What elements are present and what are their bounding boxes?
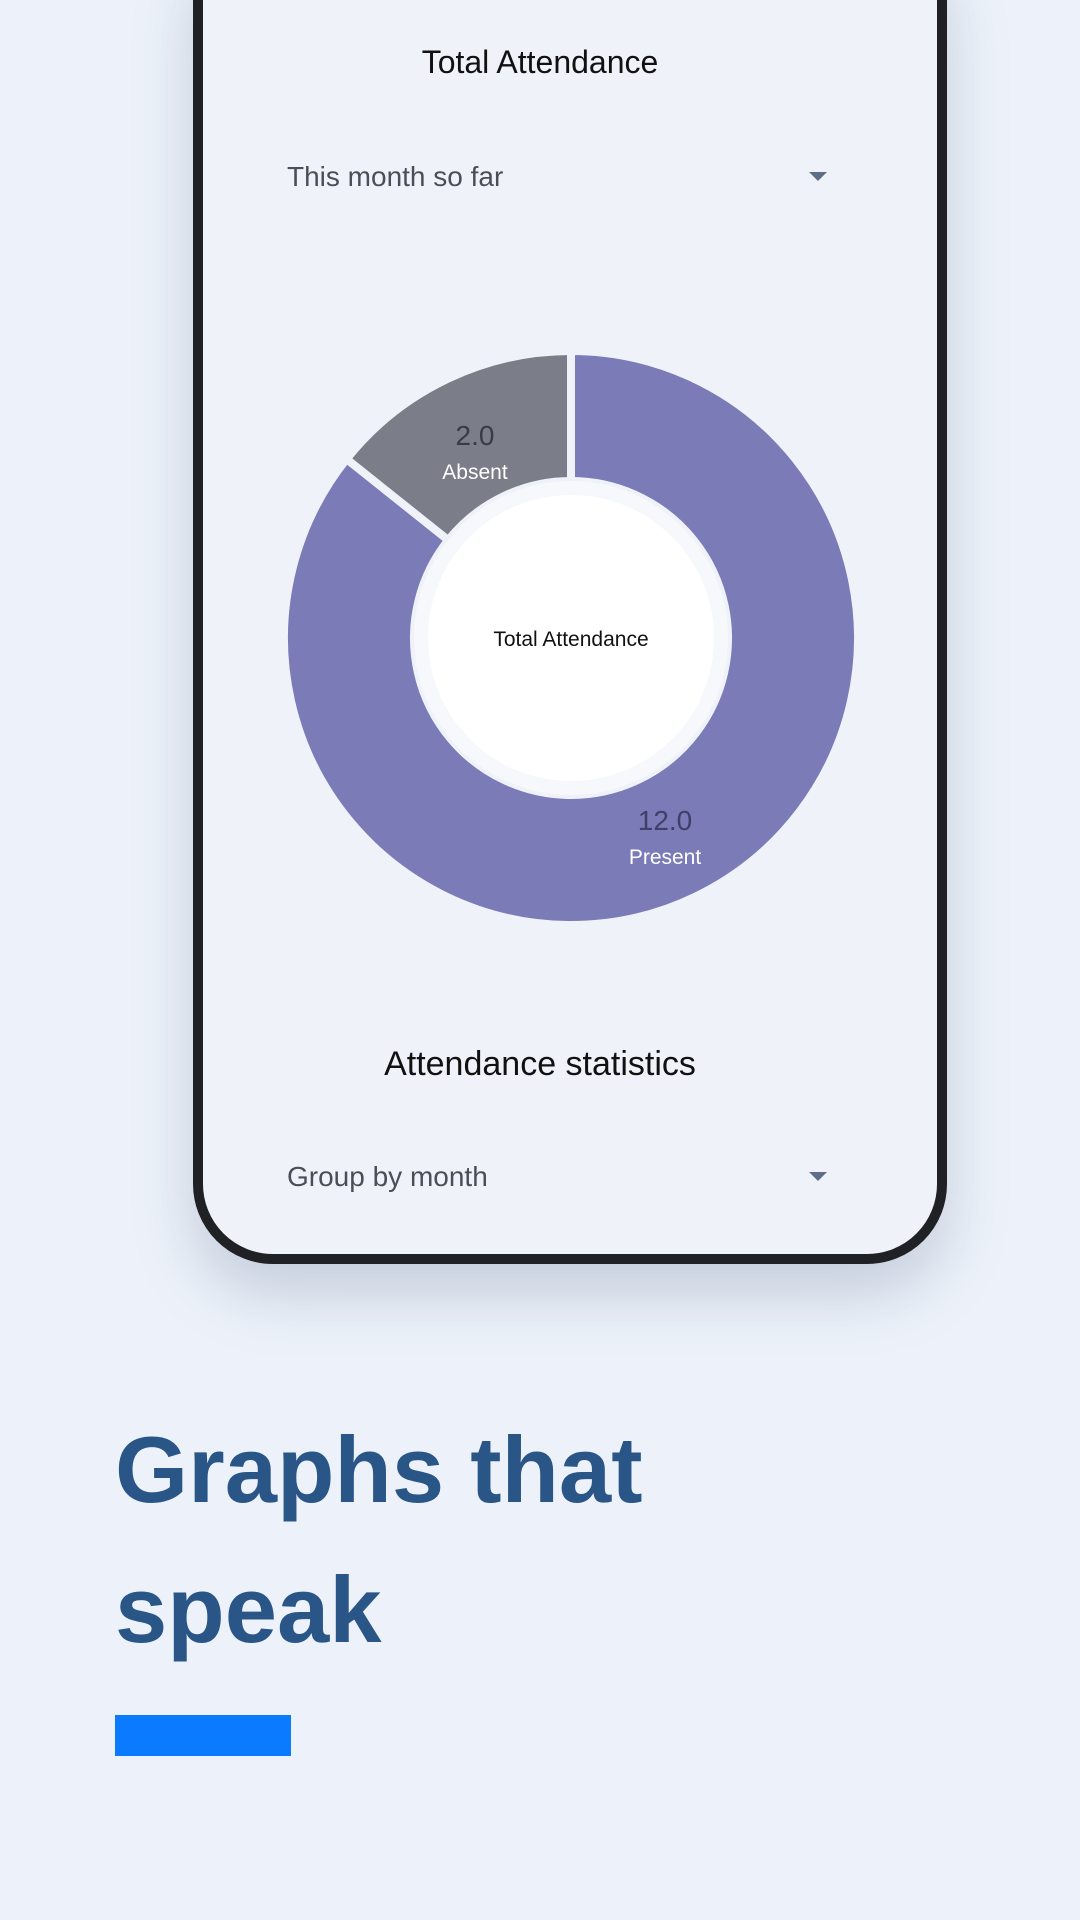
group-dropdown-value: Group by month <box>287 1161 488 1192</box>
dropdown-arrow-icon <box>809 172 827 181</box>
present-value-label: 12.0 <box>638 805 693 836</box>
dropdown-arrow-icon <box>809 1172 827 1181</box>
donut-slice-absent[interactable] <box>340 346 575 546</box>
page-title: Total Attendance <box>421 44 659 80</box>
headline-line-1: Graphs that <box>115 1417 643 1522</box>
stats-title: Attendance statistics <box>384 1045 696 1083</box>
donut-chart: Total Attendance 12.0 Present 2.0 Absent <box>280 346 862 929</box>
donut-center-label: Total Attendance <box>493 628 648 651</box>
period-dropdown[interactable]: This month so far <box>287 152 847 202</box>
period-dropdown-value: This month so far <box>287 161 504 192</box>
absent-value-label: 2.0 <box>456 420 495 451</box>
group-dropdown[interactable]: Group by month <box>287 1152 847 1202</box>
accent-bar <box>115 1715 291 1756</box>
absent-category-label: Absent <box>442 461 508 484</box>
present-category-label: Present <box>629 846 702 869</box>
headline-line-2: speak <box>115 1557 382 1662</box>
donut-center <box>428 495 714 781</box>
donut-slice-present[interactable] <box>280 346 862 929</box>
